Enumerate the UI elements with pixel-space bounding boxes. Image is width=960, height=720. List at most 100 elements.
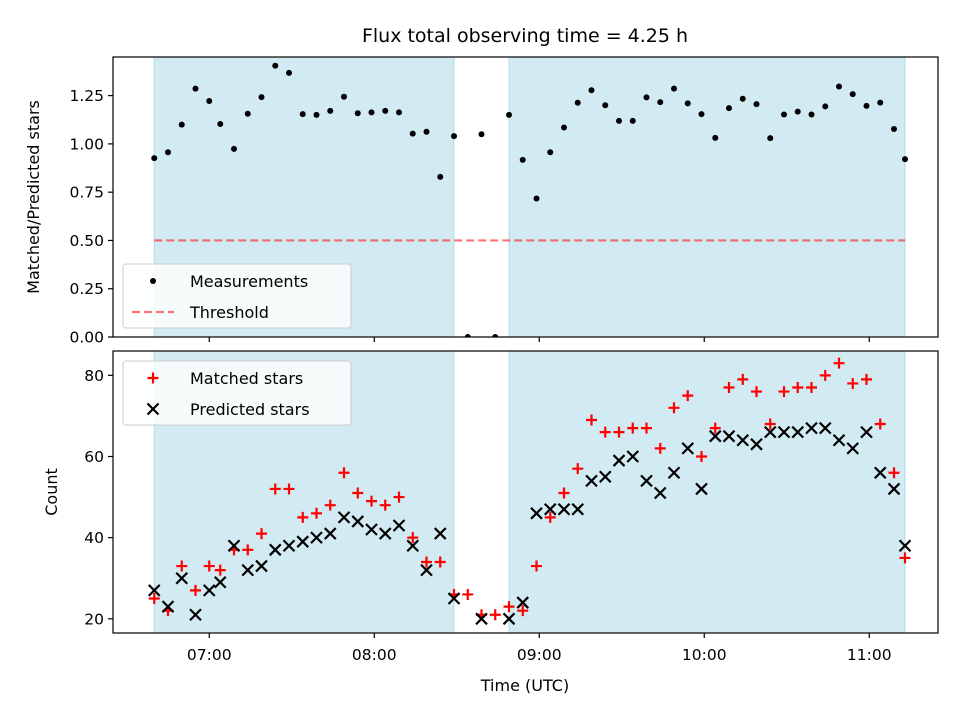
predicted-star-point — [818, 421, 832, 435]
predicted-star-point — [585, 474, 598, 488]
measurement-point — [781, 111, 787, 118]
legend-label: Predicted stars — [190, 400, 310, 419]
measurement-point — [602, 102, 609, 109]
predicted-star-point — [626, 450, 640, 463]
predicted-star-point — [213, 576, 227, 589]
measurement-point — [561, 124, 567, 131]
bottom-panel-y-label: Count — [42, 468, 61, 516]
matched-star-point — [737, 373, 749, 385]
predicted-star-point — [241, 563, 255, 577]
measurement-point — [217, 121, 224, 128]
matched-star-point — [311, 507, 322, 519]
predicted-star-point — [175, 571, 189, 585]
predicted-star-point — [268, 543, 282, 557]
y-tick-label: 40 — [84, 529, 104, 547]
measurement-point — [244, 110, 251, 117]
predicted-star-point — [147, 584, 161, 597]
predicted-star-point — [378, 527, 392, 540]
measurement-point — [891, 126, 897, 133]
measurement-point — [574, 99, 581, 106]
y-tick-label: 60 — [84, 448, 104, 466]
matched-star-point — [613, 426, 625, 438]
measurement-point — [354, 110, 361, 117]
x-tick-label: 08:00 — [352, 646, 397, 664]
measurement-point — [877, 99, 884, 106]
predicted-star-point — [557, 502, 571, 516]
measurement-point — [547, 149, 554, 156]
predicted-star-point — [296, 535, 310, 548]
measurement-point — [409, 130, 416, 137]
matched-star-point — [366, 495, 377, 507]
matched-star-point — [888, 467, 900, 479]
predicted-star-point — [805, 421, 818, 435]
matched-star-point — [242, 544, 254, 556]
axes-frame — [112, 56, 939, 338]
measurement-point — [192, 85, 199, 92]
predicted-star-point — [227, 539, 241, 553]
measurement-point — [382, 107, 389, 114]
predicted-star-point — [161, 600, 175, 613]
measurement-point — [698, 111, 705, 118]
matched-star-point — [668, 402, 680, 414]
measurement-point — [657, 99, 664, 106]
predicted-star-point — [763, 425, 777, 439]
measurement-point — [231, 145, 237, 152]
x-tick-label: 07:00 — [187, 646, 232, 664]
matched-star-point — [324, 499, 336, 511]
legend-cross-marker — [146, 402, 160, 416]
predicted-star-point — [736, 433, 750, 447]
predicted-star-point — [189, 608, 202, 622]
matched-star-point — [709, 422, 721, 434]
predicted-star-point — [202, 584, 216, 597]
measurement-point — [726, 105, 732, 112]
measurement-point — [178, 121, 185, 128]
predicted-star-point — [887, 482, 901, 496]
predicted-star-point — [392, 519, 406, 532]
measurement-point — [478, 131, 485, 138]
predicted-star-point — [832, 433, 846, 447]
predicted-star-point — [433, 527, 447, 540]
matched-star-point — [723, 382, 735, 394]
matched-star-point — [682, 390, 694, 402]
matched-star-point — [792, 382, 804, 394]
matched-star-point — [861, 373, 872, 385]
measurement-point — [492, 334, 499, 337]
measurement-point — [712, 134, 719, 141]
measurement-point — [616, 117, 622, 124]
panel-ratio: 0.00 0.25 0.50 0.75 1.00 1.25 Measurements Thre… — [69, 56, 939, 347]
matched-star-point — [778, 386, 790, 398]
predicted-star-point — [351, 515, 365, 528]
measurement-point — [836, 83, 842, 90]
predicted-star-point — [420, 563, 433, 577]
matched-star-point — [833, 357, 845, 369]
y-tick-label: 0.00 — [69, 329, 104, 347]
predicted-star-point — [898, 539, 912, 553]
series-matched-stars — [148, 357, 911, 621]
predicted-star-point — [750, 438, 763, 451]
matched-star-point — [544, 511, 556, 523]
matched-star-point — [806, 382, 817, 394]
matched-star-point — [190, 584, 201, 596]
x-tick-label: 09:00 — [517, 646, 562, 664]
predicted-star-point — [708, 429, 722, 443]
y-tick-label: 80 — [84, 367, 104, 385]
measurement-point — [368, 109, 375, 116]
matched-star-point — [407, 532, 419, 544]
matched-star-point — [176, 560, 188, 572]
measurement-point — [451, 133, 457, 140]
matched-star-point — [751, 386, 762, 398]
measurement-point — [849, 91, 856, 98]
predicted-star-point — [530, 507, 543, 520]
measurement-point — [822, 103, 829, 110]
measurement-point — [739, 95, 746, 102]
measurement-point — [437, 173, 444, 180]
predicted-star-point — [502, 612, 516, 626]
matched-star-point — [203, 560, 215, 572]
legend-plus-marker — [147, 372, 159, 384]
measurement-point — [299, 111, 306, 118]
matched-star-point — [503, 601, 515, 613]
matched-star-point — [256, 528, 267, 540]
matched-star-point — [283, 483, 295, 495]
matched-star-point — [393, 491, 405, 503]
matched-star-point — [531, 560, 542, 572]
